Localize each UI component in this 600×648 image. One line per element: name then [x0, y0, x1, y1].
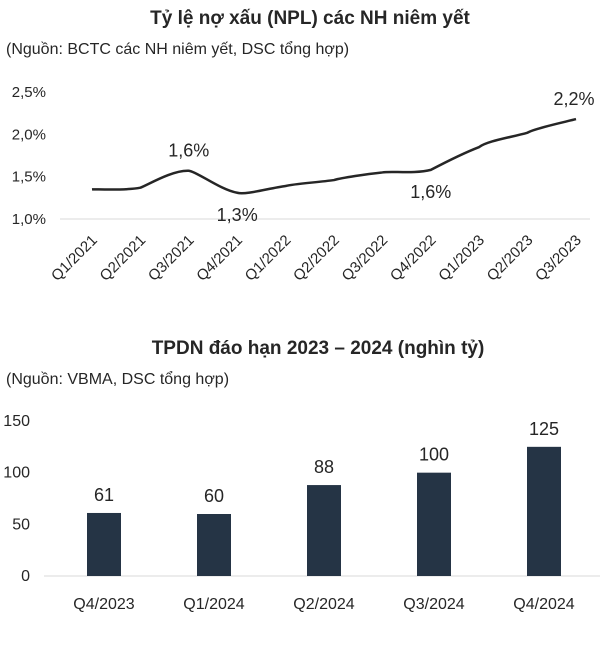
line-x-tick-label: Q1/2021 [48, 232, 101, 285]
bar-value-label: 100 [419, 445, 449, 465]
line-data-label: 2,2% [553, 89, 594, 109]
line-y-tick-label: 2,0% [12, 126, 46, 143]
line-y-tick-label: 1,0% [12, 211, 46, 228]
bar-value-label: 61 [94, 485, 114, 505]
line-x-tick-label: Q2/2021 [97, 232, 150, 285]
bond-maturity-bar-chart: TPDN đáo hạn 2023 – 2024 (nghìn tỷ) (Ngu… [3, 338, 600, 613]
line-x-tick-label: Q4/2021 [193, 232, 246, 285]
bar-x-tick-label: Q4/2023 [73, 596, 134, 613]
npl-line-chart: Tỷ lệ nợ xấu (NPL) các NH niêm yết (Nguồ… [6, 8, 595, 285]
line-x-tick-label: Q3/2023 [532, 232, 585, 285]
line-x-tick-label: Q2/2022 [290, 232, 343, 285]
bar-y-tick-label: 100 [3, 465, 30, 482]
bar-y-tick-label: 0 [21, 568, 30, 585]
line-x-tick-label: Q3/2021 [145, 232, 198, 285]
bar-x-tick-label: Q4/2024 [513, 596, 574, 613]
line-x-tick-label: Q1/2023 [435, 232, 488, 285]
line-data-label: 1,6% [168, 141, 209, 161]
bar [527, 446, 561, 576]
line-x-tick-label: Q4/2022 [387, 232, 440, 285]
bar-y-tick-label: 150 [3, 413, 30, 430]
line-y-tick-label: 1,5% [12, 169, 46, 186]
line-chart-source: (Nguồn: BCTC các NH niêm yết, DSC tổng h… [6, 40, 349, 58]
bar-x-tick-label: Q1/2024 [183, 596, 244, 613]
bar-value-label: 125 [529, 419, 559, 439]
bar [417, 472, 451, 576]
bar-chart-title: TPDN đáo hạn 2023 – 2024 (nghìn tỷ) [152, 338, 485, 359]
line-data-label: 1,6% [410, 182, 451, 202]
line-x-tick-label: Q3/2022 [339, 232, 392, 285]
bar-chart-source: (Nguồn: VBMA, DSC tổng hợp) [6, 370, 229, 388]
bar-x-tick-label: Q3/2024 [403, 596, 464, 613]
line-data-label: 1,3% [217, 205, 258, 225]
bar [197, 514, 231, 576]
line-y-tick-label: 2,5% [12, 84, 46, 101]
line-x-tick-label: Q1/2022 [242, 232, 295, 285]
bar-value-label: 60 [204, 486, 224, 506]
bar-y-tick-label: 50 [12, 516, 30, 533]
npl-series-line [91, 117, 577, 195]
bar-x-tick-label: Q2/2024 [293, 596, 354, 613]
bar [307, 485, 341, 576]
bar-value-label: 88 [314, 457, 334, 477]
bar [87, 512, 121, 576]
line-chart-title: Tỷ lệ nợ xấu (NPL) các NH niêm yết [150, 8, 470, 29]
line-x-tick-label: Q2/2023 [484, 232, 537, 285]
